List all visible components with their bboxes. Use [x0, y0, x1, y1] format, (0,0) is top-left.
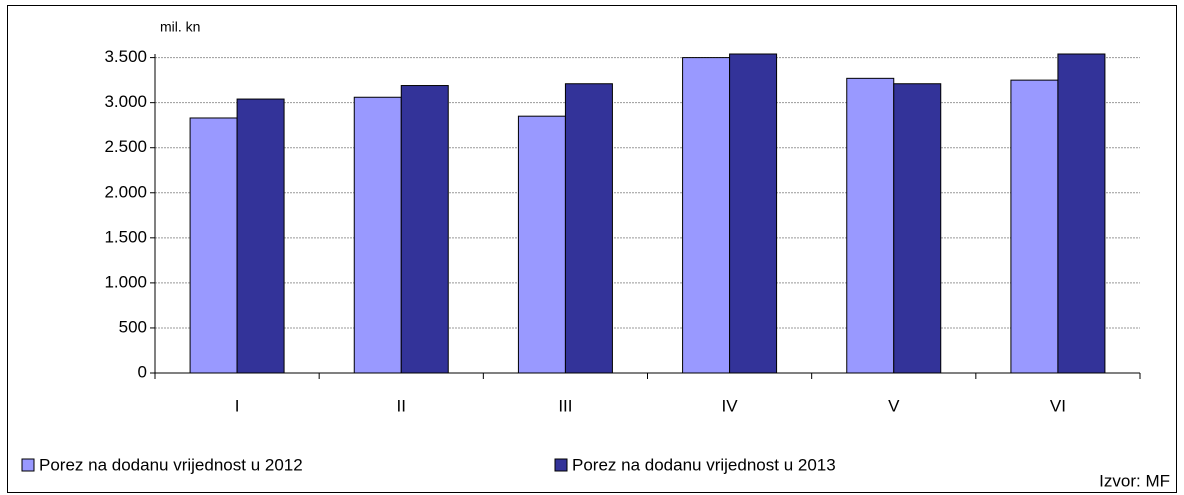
legend-swatch — [21, 458, 35, 472]
y-tick-label: 1.000 — [104, 272, 147, 291]
x-tick-label: V — [888, 396, 900, 415]
bar — [564, 83, 613, 374]
x-tick-label: III — [558, 396, 572, 415]
bar — [1010, 79, 1059, 374]
bar — [517, 115, 566, 374]
bar — [353, 96, 402, 374]
bar — [1057, 53, 1106, 374]
y-tick-label: 2.500 — [104, 137, 147, 156]
bar — [682, 57, 731, 374]
y-tick-label: 3.500 — [104, 47, 147, 66]
x-tick-label: I — [235, 396, 240, 415]
y-tick-label: 3.000 — [104, 92, 147, 111]
legend-label: Porez na dodanu vrijednost u 2012 — [39, 455, 303, 474]
annotation: Izvor: MF — [1099, 471, 1170, 490]
y-tick-label: 0 — [138, 362, 147, 381]
y-axis-label: mil. kn — [160, 19, 200, 35]
bar — [189, 117, 238, 374]
y-tick-label: 500 — [119, 317, 147, 336]
y-tick-label: 2.000 — [104, 182, 147, 201]
x-tick-label: II — [397, 396, 406, 415]
legend-label: Porez na dodanu vrijednost u 2013 — [572, 455, 836, 474]
bar — [236, 98, 285, 374]
y-tick-label: 1.500 — [104, 227, 147, 246]
legend-swatch — [554, 458, 568, 472]
bar — [400, 85, 449, 374]
x-tick-label: VI — [1050, 396, 1066, 415]
bar — [729, 53, 778, 374]
bar — [893, 83, 942, 374]
x-tick-label: IV — [722, 396, 739, 415]
bar — [846, 77, 895, 374]
